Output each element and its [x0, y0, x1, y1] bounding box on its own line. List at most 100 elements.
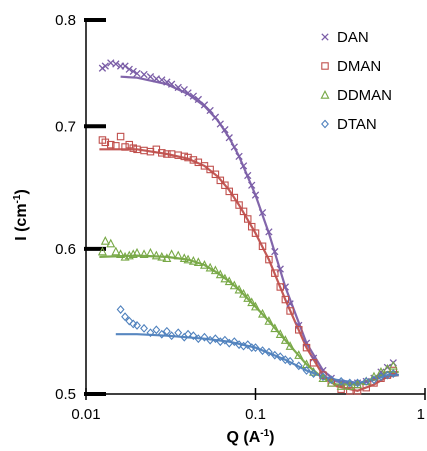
- x-tick-label: 0.01: [71, 406, 100, 423]
- point-dan: [319, 366, 327, 375]
- point-dman: [216, 176, 225, 185]
- point-dman: [243, 215, 252, 223]
- point-dan: [174, 83, 182, 92]
- point-dtan: [194, 334, 203, 344]
- point-dman: [112, 142, 120, 150]
- point-ddman: [145, 247, 155, 257]
- point-ddman: [167, 249, 177, 258]
- point-dan: [216, 120, 224, 128]
- point-ddman: [157, 251, 167, 261]
- series-dman: [98, 132, 398, 395]
- x-axis-title: Q (A-1): [226, 428, 274, 446]
- point-dan: [271, 247, 279, 256]
- point-ddman: [326, 377, 336, 387]
- point-dan: [158, 76, 166, 84]
- point-dman: [180, 152, 189, 161]
- point-dan: [133, 69, 141, 78]
- point-dtan: [121, 312, 129, 322]
- point-dtan: [243, 340, 252, 350]
- axis-labels: Q (A-1) I (cm-1): [12, 189, 275, 446]
- point-dtan: [319, 372, 327, 382]
- y-tick-label: 0.8: [55, 12, 76, 29]
- point-dtan: [133, 320, 141, 330]
- point-dan: [265, 228, 273, 236]
- legend-marker-dtan: [321, 119, 329, 129]
- point-dan: [251, 191, 260, 199]
- point-dtan: [362, 376, 371, 386]
- point-ddman: [132, 247, 142, 257]
- point-dtan: [353, 378, 362, 388]
- point-dan: [230, 143, 238, 151]
- point-dan: [377, 368, 385, 376]
- point-ddman: [229, 280, 239, 290]
- point-ddman: [369, 371, 379, 381]
- point-dan: [200, 101, 209, 109]
- series-dtan: [116, 305, 398, 388]
- point-ddman: [376, 367, 386, 376]
- point-dman: [235, 201, 243, 209]
- point-ddman: [173, 250, 183, 260]
- point-dtan: [294, 361, 303, 371]
- point-dtan: [146, 328, 155, 338]
- point-dan: [163, 78, 171, 86]
- point-dtan: [230, 337, 239, 347]
- legend-label-dtan: DTAN: [337, 116, 377, 133]
- point-dtan: [270, 350, 279, 360]
- point-ddman: [234, 284, 244, 294]
- point-dtan: [140, 323, 148, 333]
- point-dtan: [129, 319, 138, 329]
- point-dan: [206, 106, 214, 115]
- legend-label-ddman: DDMAN: [337, 87, 392, 104]
- point-dtan: [184, 329, 192, 339]
- y-tick-label: 0.6: [55, 241, 76, 258]
- point-dman: [346, 387, 354, 395]
- point-dtan: [157, 329, 166, 339]
- point-ddman: [106, 238, 116, 248]
- point-dtan: [220, 335, 229, 345]
- point-ddman: [97, 246, 107, 256]
- point-ddman: [111, 246, 121, 256]
- point-dtan: [211, 334, 220, 344]
- point-dtan: [370, 375, 378, 385]
- y-tick-label: 0.7: [55, 118, 76, 135]
- point-ddman: [336, 381, 346, 390]
- point-dman: [184, 153, 192, 162]
- point-dtan: [327, 375, 336, 385]
- fit-line-dman: [99, 148, 399, 392]
- legend-marker-dan: [321, 33, 329, 41]
- point-dman: [251, 229, 260, 237]
- point-dman: [271, 269, 279, 277]
- point-ddman: [100, 235, 110, 245]
- point-dman: [225, 187, 233, 196]
- point-dtan: [235, 340, 244, 350]
- point-dman: [121, 143, 129, 151]
- y-tick-label: 0.5: [55, 386, 76, 403]
- point-ddman: [183, 254, 193, 264]
- point-dtan: [377, 372, 385, 382]
- point-dman: [319, 371, 327, 379]
- point-ddman: [188, 255, 198, 265]
- point-ddman: [264, 316, 274, 325]
- point-dan: [101, 62, 109, 70]
- point-dtan: [286, 356, 295, 366]
- point-dtan: [116, 305, 125, 314]
- point-ddman: [280, 335, 290, 344]
- fit-line-dtan: [115, 333, 399, 385]
- point-dan: [286, 300, 294, 308]
- point-ddman: [193, 257, 203, 267]
- point-dtan: [251, 343, 260, 353]
- point-dtan: [389, 369, 398, 379]
- point-dan: [112, 60, 120, 68]
- point-ddman: [210, 265, 220, 275]
- point-ddman: [294, 350, 304, 359]
- point-ddman: [247, 297, 257, 307]
- point-ddman: [258, 308, 268, 318]
- point-ddman: [116, 249, 126, 258]
- y-axis-title: I (cm-1): [12, 189, 30, 241]
- point-ddman: [139, 249, 149, 258]
- point-dtan: [337, 376, 346, 386]
- point-dan: [184, 89, 192, 97]
- point-dman: [295, 326, 303, 334]
- point-dan: [248, 181, 256, 189]
